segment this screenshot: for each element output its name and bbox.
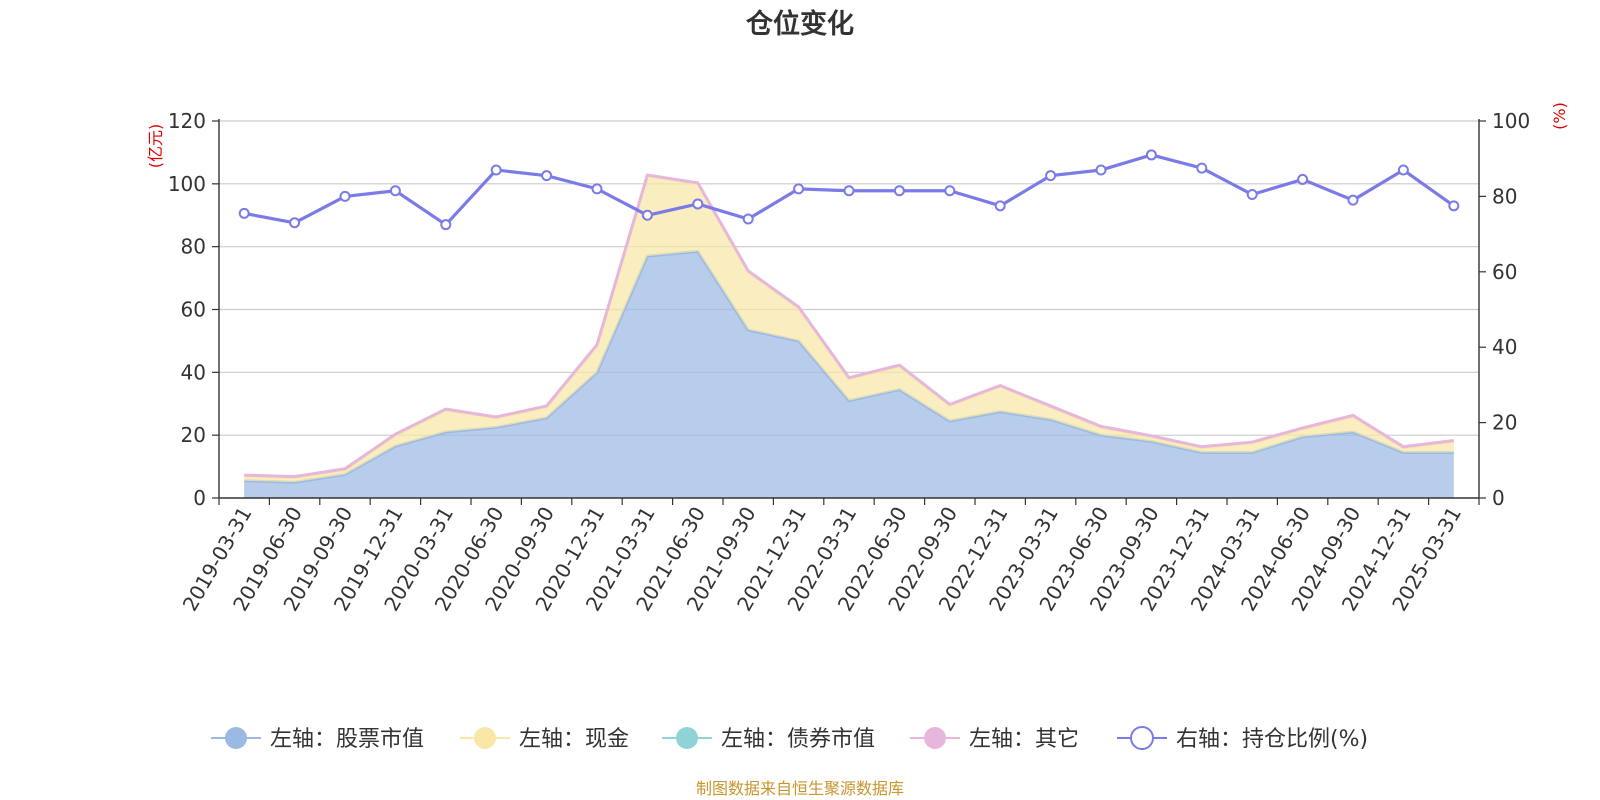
left-axis-tick-label: 40 — [181, 360, 206, 384]
legend-item-cash: 左轴：现金 — [460, 727, 629, 752]
ratio-point — [440, 219, 452, 231]
grid-lines — [219, 120, 1479, 436]
ratio-point — [541, 170, 553, 182]
ratio-point — [490, 164, 502, 176]
right-axis-tick-label: 80 — [1492, 184, 1517, 208]
right-axis-tick-label: 60 — [1492, 260, 1517, 284]
ratio-point — [692, 198, 704, 210]
left-axis-tick-label: 20 — [181, 423, 206, 447]
ratio-point — [893, 185, 905, 197]
legend-label: 左轴：股票市值 — [270, 727, 424, 752]
ratio-point — [1448, 200, 1460, 212]
right-axis-tick-label: 40 — [1492, 335, 1517, 359]
right-axis-tick-label: 100 — [1492, 109, 1530, 133]
left-axis-unit: (亿元) — [146, 124, 165, 169]
stock-area — [244, 251, 1454, 498]
right-axis-unit: (%) — [1550, 102, 1569, 130]
legend-label: 右轴：持仓比例(%) — [1176, 727, 1368, 752]
legend-label: 左轴：现金 — [519, 727, 629, 752]
legend-marker — [474, 727, 496, 749]
chart-title: 仓位变化 — [745, 8, 854, 40]
ratio-point — [1297, 173, 1309, 185]
ratio-point — [1045, 170, 1057, 182]
ratio-point — [238, 207, 250, 219]
right-axis-tick-label: 0 — [1492, 486, 1505, 510]
legend-marker — [225, 727, 247, 749]
left-axis-tick-label: 120 — [168, 109, 206, 133]
ratio-point — [1145, 149, 1157, 161]
ratio-point — [944, 185, 956, 197]
legend-marker — [1130, 726, 1154, 750]
legend-label: 左轴：其它 — [969, 727, 1079, 752]
legend-item-ratio: 右轴：持仓比例(%) — [1117, 726, 1368, 752]
legend-item-stock: 左轴：股票市值 — [211, 727, 424, 752]
legend-marker — [676, 727, 698, 749]
axes: 0204060801001200204060801002019-03-31201… — [168, 109, 1530, 615]
legend-item-other: 左轴：其它 — [910, 727, 1079, 752]
other-edge-line — [244, 173, 1454, 479]
legend-marker — [924, 727, 946, 749]
ratio-point — [994, 200, 1006, 212]
data-source-note: 制图数据来自恒生聚源数据库 — [696, 779, 904, 798]
ratio-point — [289, 217, 301, 229]
left-axis-tick-label: 60 — [181, 298, 206, 322]
legend-item-bond: 左轴：债券市值 — [662, 727, 875, 752]
stacked-areas — [244, 173, 1454, 498]
ratio-point — [1397, 164, 1409, 176]
ratio-point — [1095, 164, 1107, 176]
left-axis-tick-label: 80 — [181, 235, 206, 259]
ratio-point — [641, 209, 653, 221]
ratio-point — [793, 183, 805, 195]
left-axis-tick-label: 0 — [193, 486, 206, 510]
ratio-point — [742, 213, 754, 225]
legend: 左轴：股票市值 左轴：现金 左轴：债券市值 左轴：其它 右轴：持仓比例(%) — [211, 726, 1368, 752]
ratio-line — [238, 149, 1460, 231]
left-axis-tick-label: 100 — [168, 172, 206, 196]
ratio-point — [1246, 189, 1258, 201]
right-axis-tick-label: 20 — [1492, 411, 1517, 435]
ratio-point — [843, 185, 855, 197]
ratio-point — [1196, 162, 1208, 174]
ratio-point — [1347, 194, 1359, 206]
ratio-point — [339, 190, 351, 202]
legend-label: 左轴：债券市值 — [721, 727, 875, 752]
ratio-point — [591, 183, 603, 195]
ratio-point — [389, 185, 401, 197]
